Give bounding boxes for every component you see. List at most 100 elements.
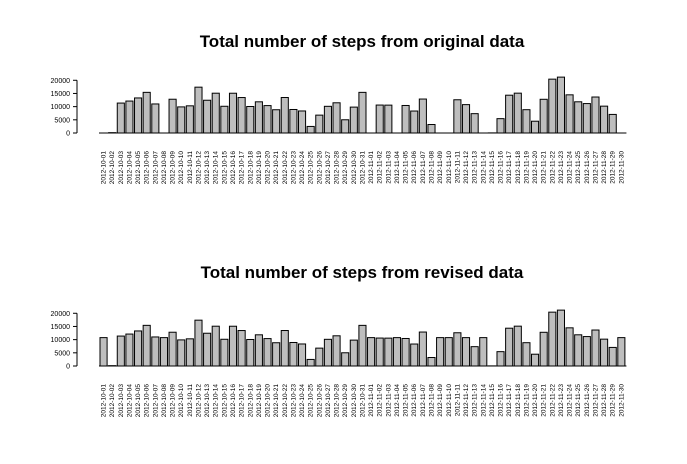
x-tick-label: 2012-11-22 xyxy=(549,151,556,184)
bar xyxy=(513,92,522,134)
bar xyxy=(151,336,160,367)
x-tick-label: 2012-11-24 xyxy=(567,384,574,417)
bar xyxy=(297,343,307,367)
bar xyxy=(203,332,212,367)
bar xyxy=(427,124,436,134)
x-tick-label: 2012-11-08 xyxy=(428,151,435,184)
x-tick-label: 2012-11-22 xyxy=(549,384,556,417)
y-axis: 0 5000 10000 15000 20000 xyxy=(51,311,78,371)
x-tick-label: 2012-10-31 xyxy=(359,151,366,185)
x-tick-label: 2012-10-17 xyxy=(239,384,246,418)
x-tick-label: 2012-10-21 xyxy=(273,151,280,185)
bar xyxy=(375,104,384,134)
x-tick-label: 2012-10-29 xyxy=(342,384,349,418)
x-tick-label: 2012-10-14 xyxy=(213,151,220,185)
bar xyxy=(384,337,393,367)
x-tick-label: 2012-11-26 xyxy=(584,151,591,184)
x-tick-label: 2012-11-24 xyxy=(567,151,574,184)
bar xyxy=(600,105,609,134)
bar xyxy=(591,96,600,134)
bar xyxy=(574,334,583,367)
bar xyxy=(392,337,402,367)
bar xyxy=(513,325,522,367)
original-data-chart: Total number of steps from original data… xyxy=(51,32,627,184)
bar xyxy=(297,110,307,134)
bar xyxy=(341,119,350,134)
x-tick-label: 2012-11-28 xyxy=(601,384,608,417)
bar xyxy=(531,353,540,367)
bar xyxy=(306,125,315,134)
x-tick-label: 2012-11-06 xyxy=(411,151,418,184)
bar xyxy=(315,114,324,134)
bar xyxy=(367,337,376,367)
y-tick-label: 20000 xyxy=(51,78,71,85)
x-tick-label: 2012-10-29 xyxy=(342,151,349,185)
x-tick-label: 2012-11-29 xyxy=(610,151,617,184)
x-tick-label: 2012-11-04 xyxy=(394,151,401,184)
x-tick-label: 2012-11-25 xyxy=(575,151,582,184)
y-tick-label: 15000 xyxy=(51,91,71,98)
bar xyxy=(177,339,186,367)
x-tick-label: 2012-11-10 xyxy=(446,384,453,417)
x-tick-label: 2012-10-27 xyxy=(325,151,332,185)
bar xyxy=(418,98,427,134)
bar xyxy=(341,352,350,367)
y-tick-label: 5000 xyxy=(54,117,70,124)
bar xyxy=(237,330,246,367)
bar xyxy=(203,99,212,134)
x-tick-label: 2012-11-06 xyxy=(411,384,418,417)
x-tick-label: 2012-10-27 xyxy=(325,384,332,418)
bar xyxy=(211,92,220,134)
bar xyxy=(332,102,341,134)
bar xyxy=(505,94,514,134)
bar xyxy=(539,331,548,367)
x-tick-label: 2012-10-22 xyxy=(282,384,289,418)
bar xyxy=(263,105,272,134)
bar xyxy=(358,324,367,367)
bar xyxy=(574,101,583,134)
x-tick-label: 2012-10-03 xyxy=(118,384,125,418)
x-tick-label: 2012-10-02 xyxy=(109,384,116,418)
x-tick-label: 2012-10-30 xyxy=(351,384,358,418)
x-tick-label: 2012-11-16 xyxy=(498,384,505,417)
bar xyxy=(323,338,332,367)
chart-title: Total number of steps from original data xyxy=(200,32,525,51)
bar xyxy=(548,311,557,367)
x-tick-label: 2012-11-07 xyxy=(420,384,427,417)
x-tick-label: 2012-10-22 xyxy=(282,151,289,185)
x-tick-label: 2012-10-26 xyxy=(316,151,323,185)
bar xyxy=(315,347,324,367)
bar xyxy=(134,97,143,134)
x-tick-label: 2012-10-19 xyxy=(256,384,263,418)
x-tick-label: 2012-10-28 xyxy=(334,384,341,418)
x-tick-label: 2012-10-30 xyxy=(351,151,358,185)
x-tick-label: 2012-11-18 xyxy=(515,384,522,417)
bar xyxy=(99,337,108,367)
x-tick-label: 2012-11-17 xyxy=(506,384,513,417)
x-tick-label: 2012-11-30 xyxy=(618,384,625,417)
x-tick-label: 2012-11-19 xyxy=(523,384,530,417)
x-tick-label: 2012-11-13 xyxy=(472,384,479,417)
x-tick-label: 2012-11-23 xyxy=(558,151,565,184)
x-tick-label: 2012-10-08 xyxy=(161,384,168,418)
bar xyxy=(461,337,471,367)
bar xyxy=(453,99,462,134)
bar xyxy=(565,94,574,134)
bar xyxy=(600,338,609,367)
bar xyxy=(116,335,125,367)
bar xyxy=(280,330,289,367)
x-tick-label: 2012-10-06 xyxy=(144,151,151,185)
bar xyxy=(211,325,220,367)
bar xyxy=(496,118,505,134)
x-tick-label: 2012-11-28 xyxy=(601,151,608,184)
x-tick-label: 2012-10-09 xyxy=(170,384,177,418)
bar xyxy=(349,339,358,367)
bar xyxy=(531,120,540,134)
x-tick-label: 2012-11-03 xyxy=(385,151,392,184)
x-tick-label: 2012-11-23 xyxy=(558,384,565,417)
bar xyxy=(496,351,505,367)
bar xyxy=(194,86,203,134)
x-tick-label: 2012-10-24 xyxy=(299,151,306,185)
x-tick-label: 2012-10-16 xyxy=(230,384,237,418)
bar xyxy=(582,103,591,134)
